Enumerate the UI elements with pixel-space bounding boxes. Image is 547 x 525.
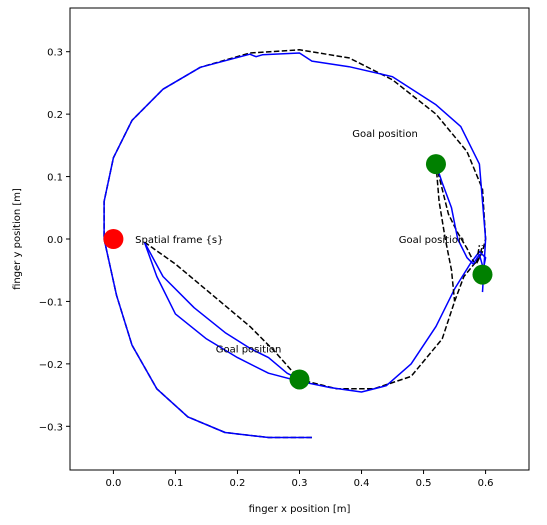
- y-tick-label: 0.3: [47, 48, 63, 59]
- spatial-frame-marker: [103, 229, 124, 249]
- goal-marker-3: [289, 369, 310, 390]
- y-tick-label: −0.1: [39, 297, 63, 308]
- series-line-2: [103, 52, 487, 439]
- x-tick-label: 0.6: [478, 478, 494, 489]
- x-tick-label: 0.4: [354, 478, 370, 489]
- x-tick-label: 0.0: [105, 478, 121, 489]
- series-line-3: [143, 241, 484, 390]
- goal-label-3: Goal position: [216, 344, 282, 355]
- x-axis: 0.0 0.1 0.2 0.3 0.4 0.5 0.6: [105, 470, 494, 489]
- y-tick-label: 0.2: [47, 110, 63, 121]
- goal-marker-2: [472, 264, 493, 285]
- x-tick-label: 0.5: [416, 478, 432, 489]
- y-tick-label: −0.2: [39, 360, 63, 371]
- plot-area: [103, 49, 487, 439]
- goal-label-2: Goal position: [399, 235, 465, 246]
- series-line-6: [435, 164, 456, 302]
- series-line-4: [143, 241, 487, 393]
- x-tick-label: 0.3: [292, 478, 308, 489]
- x-tick-label: 0.1: [167, 478, 183, 489]
- spatial-frame-label: Spatial frame {s}: [135, 235, 223, 246]
- series-line-7: [435, 163, 487, 277]
- y-tick-label: −0.3: [39, 422, 63, 433]
- annotations: Spatial frame {s} Goal position Goal posit…: [103, 129, 493, 390]
- series-line-5: [435, 163, 481, 265]
- goal-marker-1: [425, 154, 446, 175]
- y-tick-label: 0.0: [47, 235, 63, 246]
- x-tick-label: 0.2: [230, 478, 246, 489]
- x-axis-label: finger x position [m]: [249, 504, 351, 515]
- goal-label-1: Goal position: [352, 129, 418, 140]
- y-axis-label: finger y position [m]: [12, 188, 23, 290]
- y-tick-label: 0.1: [47, 173, 63, 184]
- y-axis: −0.3 −0.2 −0.1 0.0 0.1 0.2 0.3: [39, 48, 70, 433]
- series-line-8: [143, 241, 300, 381]
